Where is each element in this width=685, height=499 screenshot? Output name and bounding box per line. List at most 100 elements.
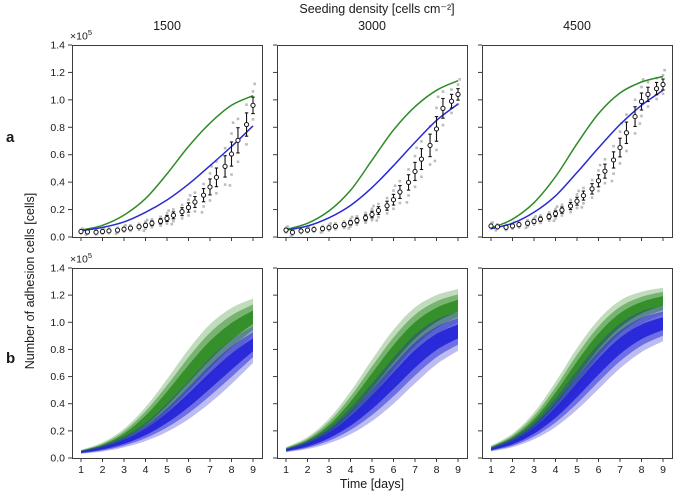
x-tick-label: 4: [553, 464, 559, 476]
panel-axes-b-4500: 1 2 3 4 5 6 7 8 9: [478, 267, 673, 476]
replicate-square: [129, 224, 132, 227]
replicate-square: [172, 219, 175, 223]
row-label-b: b: [6, 350, 16, 367]
replicate-square: [646, 80, 650, 84]
replicate-square: [124, 224, 127, 227]
mean-circle-marker: [326, 225, 332, 231]
replicate-square: [215, 191, 218, 195]
panel-axes-b-3000: 1 2 3 4 5 6 7 8 9: [273, 267, 468, 476]
mean-circle-marker: [78, 228, 84, 235]
replicate-square: [398, 201, 402, 205]
mean-circle-marker: [574, 198, 580, 204]
replicate-square: [334, 228, 337, 231]
replicate-square: [413, 154, 417, 158]
replicate-square: [552, 219, 556, 223]
replicate-square: [236, 117, 240, 121]
mean-circle-marker: [516, 222, 522, 228]
mean-circle-marker: [99, 228, 106, 235]
green-fit-line: [285, 80, 459, 231]
replicate-square: [504, 228, 508, 232]
panel-b-1500: [81, 298, 253, 454]
mean-circle-marker: [213, 174, 220, 180]
mean-circle-marker: [509, 223, 516, 229]
mean-circle-marker: [185, 204, 192, 211]
x-tick-label: 6: [186, 464, 192, 476]
replicate-square: [661, 73, 665, 77]
x-tick-label: 2: [510, 464, 516, 476]
green-fit-line: [490, 75, 664, 229]
replicate-square: [342, 220, 346, 223]
mean-circle-marker: [106, 228, 112, 234]
replicate-square: [405, 201, 409, 204]
blue_band: [81, 326, 253, 454]
replicate-square: [349, 225, 352, 228]
replicate-square: [129, 229, 132, 233]
y-tick-label: 1.0: [50, 94, 65, 106]
y-tick-label: 0.4: [50, 177, 65, 189]
replicate-square: [102, 227, 106, 230]
mean-circle-marker: [235, 137, 241, 143]
replicate-square: [180, 203, 184, 207]
y-tick-label: 0.6: [50, 149, 65, 161]
figure-title: Seeding density [cells cm⁻²]: [299, 2, 455, 16]
replicate-square: [377, 215, 380, 219]
y-tick-label: 0.0: [50, 453, 65, 465]
mean-circle-marker: [595, 178, 602, 184]
replicate-square: [372, 204, 375, 208]
replicate-square: [230, 132, 233, 135]
replicate-square: [554, 217, 557, 220]
green_band: [491, 296, 663, 449]
replicate-square: [193, 210, 197, 213]
mean-circle-marker: [289, 229, 296, 235]
replicate-square: [167, 209, 170, 212]
replicate-square: [385, 196, 389, 200]
replicate-square: [223, 146, 227, 150]
x-axis-label: Time [days]: [339, 477, 405, 491]
replicate-square: [364, 221, 367, 224]
mean-circle-marker: [136, 224, 142, 230]
mean-circle-marker: [164, 215, 170, 222]
replicate-square: [539, 221, 542, 225]
replicate-square: [554, 207, 557, 211]
replicate-square: [159, 215, 162, 219]
replicate-square: [655, 97, 658, 101]
replicate-square: [526, 219, 529, 222]
replicate-square: [618, 130, 622, 133]
replicate-square: [575, 206, 579, 210]
mean-circle-marker: [121, 226, 127, 232]
y-tick-label: 0.8: [50, 122, 65, 134]
mean-circle-marker: [243, 121, 250, 128]
replicate-square: [307, 225, 311, 229]
mean-circle-marker: [228, 151, 235, 157]
mean-circle-marker: [617, 144, 623, 151]
mean-circle-marker: [311, 226, 317, 233]
y-tick-label: 0.4: [50, 398, 65, 410]
x-tick-label: 2: [305, 464, 311, 476]
replicate-square: [641, 78, 645, 81]
blue-fit-line: [285, 103, 459, 231]
replicate-square: [193, 191, 197, 194]
mean-circle-marker: [222, 163, 228, 169]
replicate-square: [633, 98, 637, 102]
replicate-square: [150, 218, 154, 221]
replicate-square: [144, 227, 147, 231]
replicate-square: [532, 223, 536, 226]
mean-markers: [78, 102, 256, 235]
x-tick-label: 7: [412, 464, 418, 476]
replicate-square: [428, 163, 432, 166]
mean-circle-marker: [341, 222, 347, 228]
replicate-square: [526, 225, 529, 228]
replicate-square: [188, 194, 192, 197]
x-tick-label: 4: [143, 464, 149, 476]
y-tick-label: 0.6: [50, 371, 65, 383]
offset-exponent: 5: [87, 28, 92, 37]
column-title-3: 4500: [563, 19, 591, 33]
replicate-square: [458, 78, 461, 81]
replicate-square: [640, 114, 643, 118]
replicate-square: [663, 68, 666, 72]
replicate-square: [137, 228, 141, 231]
replicate-square: [202, 182, 205, 186]
replicate-square: [569, 198, 572, 202]
column-title-2: 3000: [358, 19, 386, 33]
